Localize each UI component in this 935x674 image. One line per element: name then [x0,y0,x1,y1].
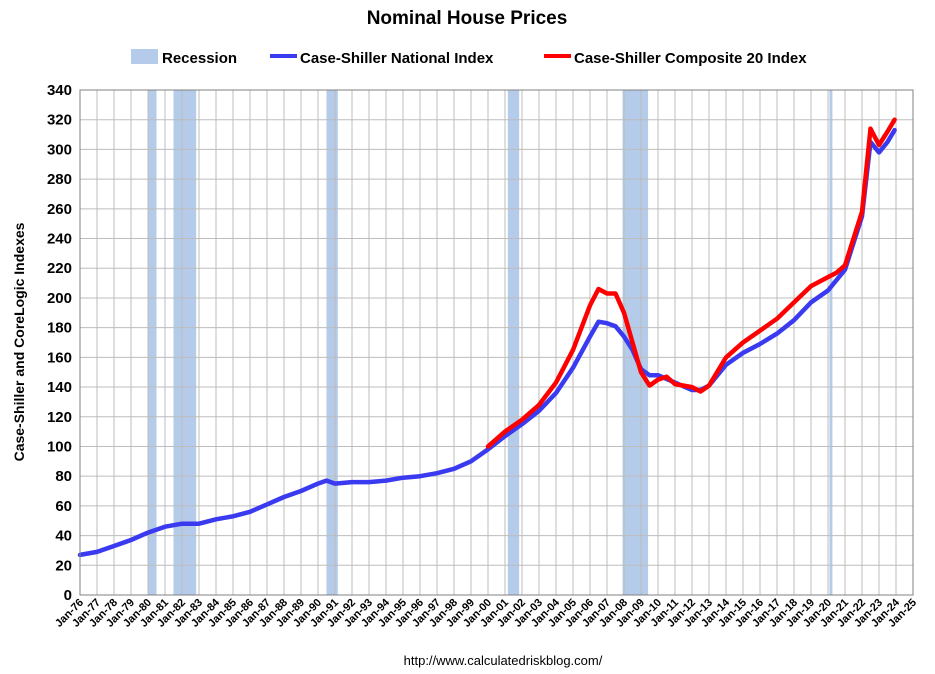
y-axis-label: Case-Shiller and CoreLogic Indexes [11,222,27,461]
recession-band [326,90,338,595]
y-tick-label: 0 [64,587,72,604]
y-tick-label: 120 [47,409,72,426]
series-lines [77,117,897,558]
gridlines [79,89,914,596]
legend: Recession Case-Shiller National Index Ca… [131,49,807,67]
legend-label-national: Case-Shiller National Index [300,50,494,67]
y-tick-label: 260 [47,201,72,218]
y-tick-label: 180 [47,320,72,337]
y-tick-label: 140 [47,379,72,396]
source-url: http://www.calculatedriskblog.com/ [404,653,603,668]
legend-label-recession: Recession [162,50,237,67]
recession-band [829,90,833,595]
y-tick-label: 320 [47,112,72,129]
y-tick-label: 300 [47,141,72,158]
y-tick-label: 80 [55,468,72,485]
y-tick-label: 60 [55,498,72,515]
y-tick-label: 100 [47,438,72,455]
recession-band [507,90,520,595]
series-line-national [77,127,897,558]
y-tick-label: 160 [47,349,72,366]
y-axis-ticks: 0 20 40 60 80 100 120 140 160 180 200 220 240 260 280 3… [47,82,72,604]
recession-band [148,90,157,595]
plot-border [79,89,914,596]
recession-bands [148,90,833,595]
y-tick-label: 240 [47,231,72,248]
legend-swatch-recession [131,49,158,64]
legend-label-composite20: Case-Shiller Composite 20 Index [574,50,807,67]
series-line-composite20 [485,117,897,449]
y-tick-label: 280 [47,171,72,188]
y-tick-label: 200 [47,290,72,307]
x-axis-ticks: Jan-76Jan-77Jan-78Jan-79Jan-80Jan-81Jan-… [53,596,919,630]
recession-band [173,90,197,595]
y-tick-label: 340 [47,82,72,99]
y-tick-label: 40 [55,528,72,545]
y-tick-label: 220 [47,260,72,277]
y-tick-label: 20 [55,557,72,574]
chart-title: Nominal House Prices [367,8,568,29]
